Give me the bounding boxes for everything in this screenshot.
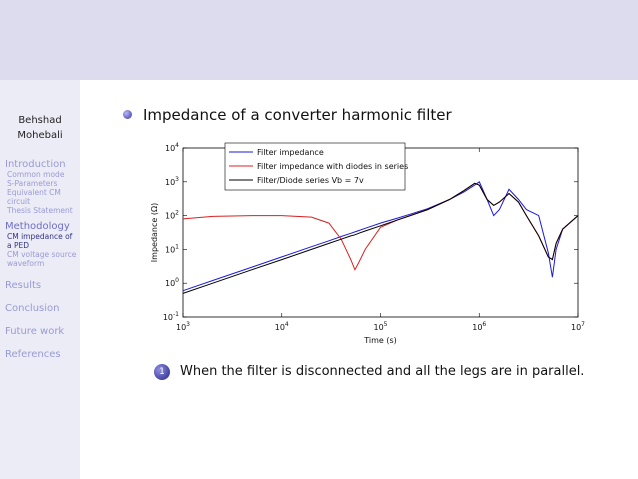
tick-base: 10 [165,245,175,254]
legend-label: Filter impedance with diodes in series [257,162,408,171]
header-band [0,0,638,80]
frame-title: Impedance of a converter harmonic filter [143,106,452,124]
nav-item[interactable]: S-Parameters [7,179,58,188]
tick-exponent: -1 [173,311,179,318]
tick-label: 10-1 [163,311,179,322]
tick-exponent: 4 [175,142,179,149]
tick-base: 10 [165,279,175,288]
item-text: When the filter is disconnected and all … [180,364,585,379]
tick-base: 10 [571,323,581,332]
tick-label: 104 [165,142,179,153]
series-line [182,181,579,292]
tick-label: 104 [275,321,289,332]
nav-section[interactable]: References [5,349,61,360]
tick-base: 10 [165,212,175,221]
tick-exponent: 2 [175,210,179,217]
tick-base: 10 [165,144,175,153]
author-line: Behshad [18,115,62,126]
tick-exponent: 1 [175,243,179,250]
tick-label: 100 [165,277,179,288]
legend [224,142,406,191]
tick-label: 105 [373,321,387,332]
tick-base: 10 [163,313,173,322]
tick-exponent: 6 [482,321,486,328]
author-line: Mohebali [17,130,63,141]
nav-item[interactable]: CM voltage source waveform [7,250,77,268]
tick-base: 10 [176,323,186,332]
tick-base: 10 [472,323,482,332]
nav-item[interactable]: CM impedance of a PED [7,232,73,250]
tick-label: 101 [165,243,179,254]
navigation: Introduction Common mode S-Parameters Eq… [5,153,77,360]
nav-section[interactable]: Methodology [5,221,70,232]
legend-label: Filter/Diode series Vb = 7v [257,176,364,185]
tick-exponent: 3 [186,321,190,328]
bullet [123,110,132,119]
tick-label: 107 [571,321,585,332]
nav-section[interactable]: Introduction [5,159,66,170]
tick-exponent: 0 [175,277,179,284]
author: Behshad Mohebali [0,113,80,143]
sidebar [0,80,80,479]
tick-label: 102 [165,210,179,221]
tick-label: 103 [176,321,190,332]
tick-exponent: 7 [581,321,585,328]
item-number: 1 [154,364,170,380]
nav-item[interactable]: Equivalent CM circuit [7,188,61,206]
x-axis-label: Time (s) [363,336,397,345]
tick-base: 10 [373,323,383,332]
nav-section[interactable]: Results [5,280,42,291]
y-axis-label: Impedance (Ω) [150,203,159,262]
legend-label: Filter impedance [257,148,324,157]
tick-base: 10 [165,178,175,187]
nav-item[interactable]: Common mode [7,170,65,179]
series-line [182,182,579,294]
tick-exponent: 4 [285,321,289,328]
tick-label: 103 [165,176,179,187]
tick-label: 106 [472,321,486,332]
nav-section[interactable]: Future work [5,326,65,337]
nav-item[interactable]: Thesis Statement [7,206,73,215]
tick-exponent: 3 [175,176,179,183]
nav-section[interactable]: Conclusion [5,303,60,314]
series-line [182,182,579,271]
tick-exponent: 5 [384,321,388,328]
tick-base: 10 [275,323,285,332]
